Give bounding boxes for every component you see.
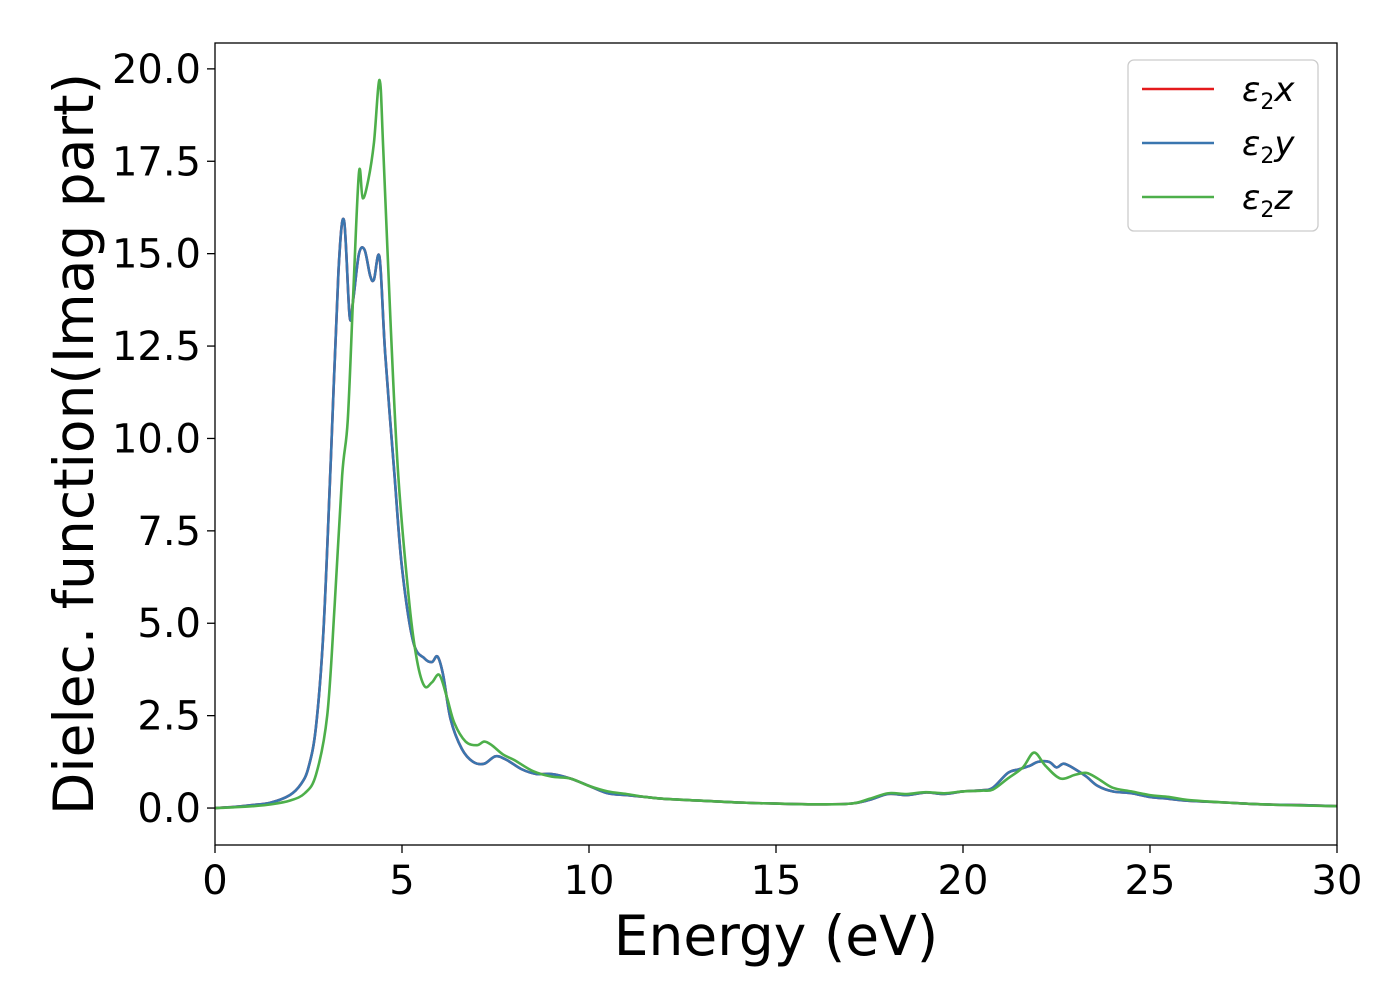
x-tick-label: 15: [751, 858, 802, 904]
legend-box: [1127, 59, 1319, 232]
x-tick-label: 5: [389, 858, 414, 904]
plot-frame: [214, 42, 1338, 846]
legend-item-y: ε2y: [1142, 124, 1295, 169]
legend-label: ε2x: [1242, 70, 1295, 115]
y-tick-label: 20.0: [112, 47, 201, 93]
y-tick-label: 5.0: [137, 601, 201, 647]
y-tick-label: 0.0: [137, 786, 201, 832]
x-tick-label: 20: [938, 858, 989, 904]
ticks-layer: 0 5 10 15 20 25 30 0.0 2.5 5.0 7.5 10.0 12.5 15.0 17.5…: [112, 47, 1363, 904]
series-layer: [215, 78, 1337, 810]
y-tick-label: 15.0: [112, 232, 201, 278]
y-tick-label: 2.5: [137, 694, 201, 740]
y-axis-title: Dielec. function(Imag part): [42, 73, 106, 815]
y-tick-label: 12.5: [112, 324, 201, 370]
legend-item-z: ε2z: [1142, 178, 1293, 223]
legend: ε2x ε2y ε2z: [1127, 59, 1319, 232]
x-axis-title: Energy (eV): [614, 904, 938, 968]
x-tick-label: 25: [1125, 858, 1176, 904]
series-line-y: [215, 217, 1337, 810]
x-tick-label: 30: [1312, 858, 1363, 904]
y-tick-label: 7.5: [137, 509, 201, 555]
series-line-z: [215, 78, 1337, 810]
y-tick-label: 10.0: [112, 416, 201, 462]
x-tick-label: 10: [564, 858, 615, 904]
x-tick-label: 0: [202, 858, 227, 904]
y-tick-label: 17.5: [112, 139, 201, 185]
legend-label: ε2y: [1242, 124, 1295, 169]
legend-label: ε2z: [1242, 178, 1293, 223]
legend-item-x: ε2x: [1142, 70, 1295, 115]
legend-items: ε2x ε2y ε2z: [1142, 70, 1295, 223]
